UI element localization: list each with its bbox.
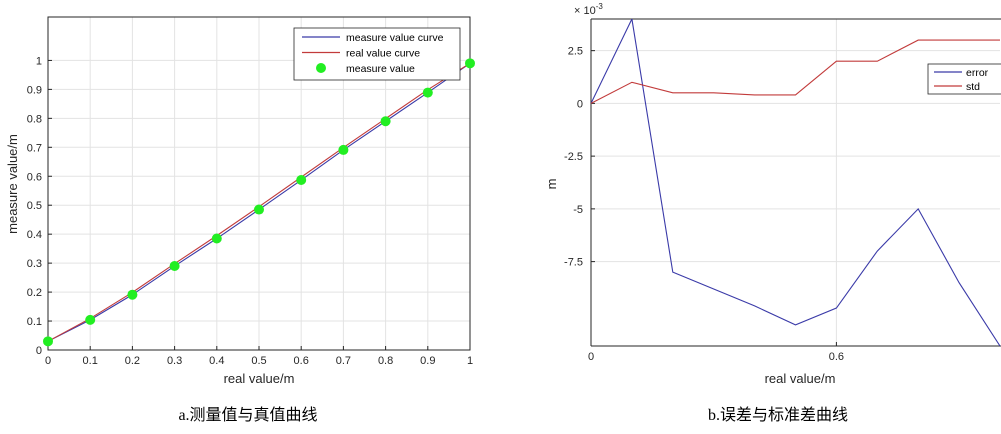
chart-a-xtick-label: 0.9: [420, 355, 435, 367]
chart-a-ytick-label: 0.3: [27, 258, 42, 270]
chart-a-ytick-label: 0.9: [27, 84, 42, 96]
chart-b-ytick-label: 0: [577, 98, 583, 110]
chart-a-data-point: [43, 336, 53, 347]
chart-a-legend-swatch: [316, 63, 326, 73]
chart-b-xtick-label: 0: [588, 351, 594, 363]
chart-a-legend-label: measure value: [346, 63, 415, 75]
chart-a-xtick-label: 0.3: [167, 355, 182, 367]
chart-b-legend-label: std: [966, 81, 980, 93]
chart-a-series: [43, 58, 475, 347]
chart-a-ytick-label: 0: [36, 345, 42, 357]
chart-a-ytick-label: 0.6: [27, 171, 42, 183]
chart-a-ytick-label: 0.4: [27, 229, 42, 241]
chart-a-data-point: [380, 116, 391, 127]
chart-a-data-point: [422, 87, 433, 98]
chart-b-exponent-base: × 10: [574, 5, 596, 17]
chart-a-caption: a.测量值与真值曲线: [178, 406, 317, 424]
chart-b-xtick-label: 0.6: [829, 351, 844, 363]
chart-a-data-point: [169, 261, 180, 272]
chart-a-data-point: [127, 289, 138, 300]
chart-b-ytick-label: -2.5: [564, 151, 583, 163]
chart-a-ytick-label: 0.8: [27, 113, 42, 125]
chart-b-grid: [591, 19, 1000, 346]
chart-a-legend-label: real value curve: [346, 48, 420, 60]
chart-a-data-point: [338, 144, 349, 155]
chart-a-legend-label: measure value curve: [346, 32, 444, 44]
chart-a-data-point: [465, 58, 475, 69]
chart-a-xtick-label: 0.8: [378, 355, 393, 367]
chart-a-data-point: [85, 314, 96, 325]
chart-b: 0 0.6 2.5 0 -2.5 -5 -7.5 error std × 10-3 real …: [544, 2, 1001, 424]
chart-a-xtick-label: 1: [467, 355, 473, 367]
chart-b-caption: b.误差与标准差曲线: [708, 406, 848, 424]
chart-a-ticks: 0 0.1 0.2 0.3 0.4 0.5 0.6 0.7 0.8 0.9 1 0 0.1 0.2 0.3 0…: [27, 55, 473, 367]
chart-b-legend: error std: [927, 63, 1001, 95]
chart-a-ytick-label: 0.1: [27, 316, 42, 328]
chart-a-legend: measure value curve real value curve measu…: [293, 27, 461, 81]
chart-a-xtick-label: 0.2: [125, 355, 140, 367]
chart-a-data-point: [254, 204, 264, 215]
chart-a-data-point: [296, 175, 307, 186]
chart-a-xtick-label: 0.6: [294, 355, 309, 367]
chart-b-series: [591, 19, 1001, 346]
chart-b-exponent: × 10-3: [574, 2, 603, 17]
chart-a-ytick-label: 0.7: [27, 142, 42, 154]
chart-a-xtick-label: 0: [45, 355, 51, 367]
chart-b-ytick-label: -7.5: [564, 257, 583, 269]
chart-a-data-point: [211, 233, 222, 244]
chart-b-ytick-label: -5: [573, 204, 583, 216]
chart-a-ytick-label: 0.5: [27, 200, 42, 212]
chart-b-ylabel: m: [544, 179, 559, 190]
chart-a-ytick-label: 1: [36, 55, 42, 67]
chart-a-ylabel: measure value/m: [5, 134, 20, 234]
chart-b-series-line-1: [591, 39, 1000, 104]
chart-b-ytick-label: 2.5: [568, 46, 583, 58]
chart-a-xlabel: real value/m: [224, 371, 295, 386]
chart-b-exponent-power: -3: [596, 2, 604, 11]
chart-a: 0 0.1 0.2 0.3 0.4 0.5 0.6 0.7 0.8 0.9 1 0 0.1 0.2 0.3 0…: [5, 16, 475, 424]
chart-b-legend-box: [927, 63, 1001, 95]
chart-a-xtick-label: 0.7: [336, 355, 351, 367]
chart-b-series-line-0: [591, 19, 1001, 346]
chart-a-xtick-label: 0.4: [209, 355, 224, 367]
chart-a-xtick-label: 0.5: [251, 355, 266, 367]
chart-a-xtick-label: 0.1: [83, 355, 98, 367]
chart-a-ytick-label: 0.2: [27, 287, 42, 299]
chart-b-xlabel: real value/m: [765, 371, 836, 386]
chart-b-legend-label: error: [966, 67, 989, 79]
